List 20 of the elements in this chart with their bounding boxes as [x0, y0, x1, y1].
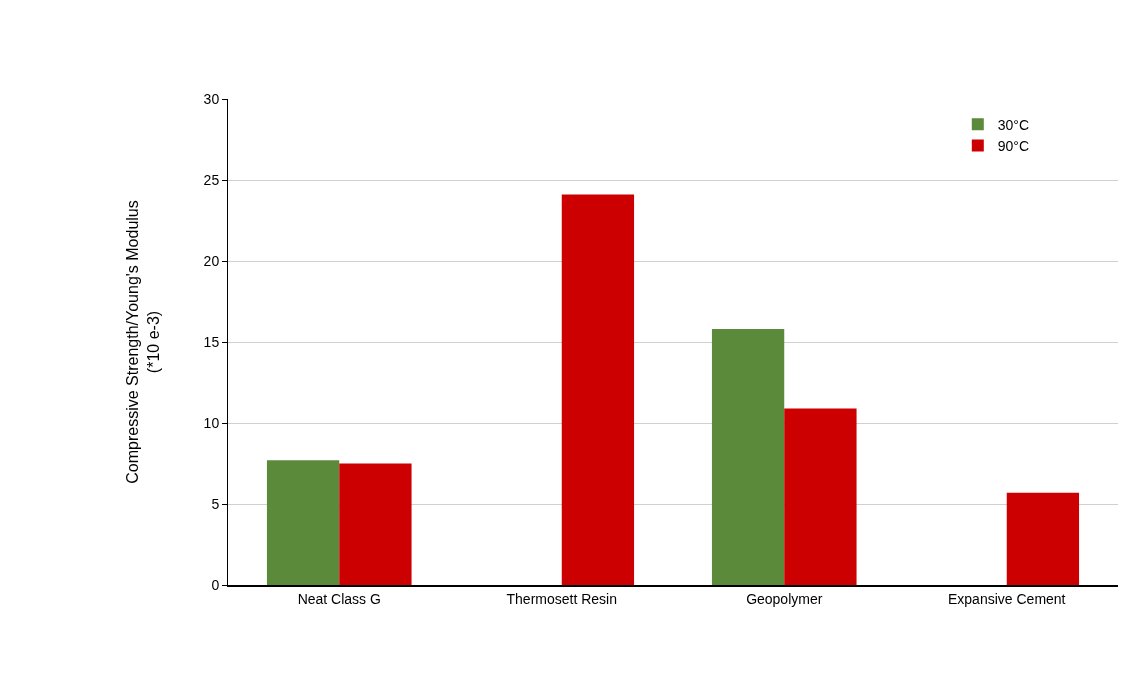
y-tick-label: 5 [211, 495, 220, 512]
bar [784, 408, 857, 585]
y-tick-label: 15 [203, 333, 220, 350]
y-tick-label: 25 [203, 171, 220, 188]
y-tick-label: 30 [203, 90, 220, 107]
y-tick-label: 20 [203, 252, 220, 269]
y-tick-label: 10 [203, 414, 220, 431]
x-tick-label: Expansive Cement [947, 590, 1066, 607]
legend-label: 90°C [997, 137, 1030, 154]
bar [1006, 492, 1080, 585]
y-tick-label: 0 [211, 576, 220, 593]
bar [266, 460, 340, 585]
y-axis-title: Compressive Strength/Young's Modulus (*10 e-3) [123, 200, 162, 484]
x-tick-label: Geopolymer [746, 590, 823, 607]
x-tick-label: Thermosett Resin [506, 590, 617, 607]
legend-label: 30°C [997, 116, 1030, 133]
bar [561, 194, 635, 585]
bar [339, 463, 412, 585]
bar [711, 329, 785, 585]
x-tick-label: Neat Class G [297, 590, 381, 607]
